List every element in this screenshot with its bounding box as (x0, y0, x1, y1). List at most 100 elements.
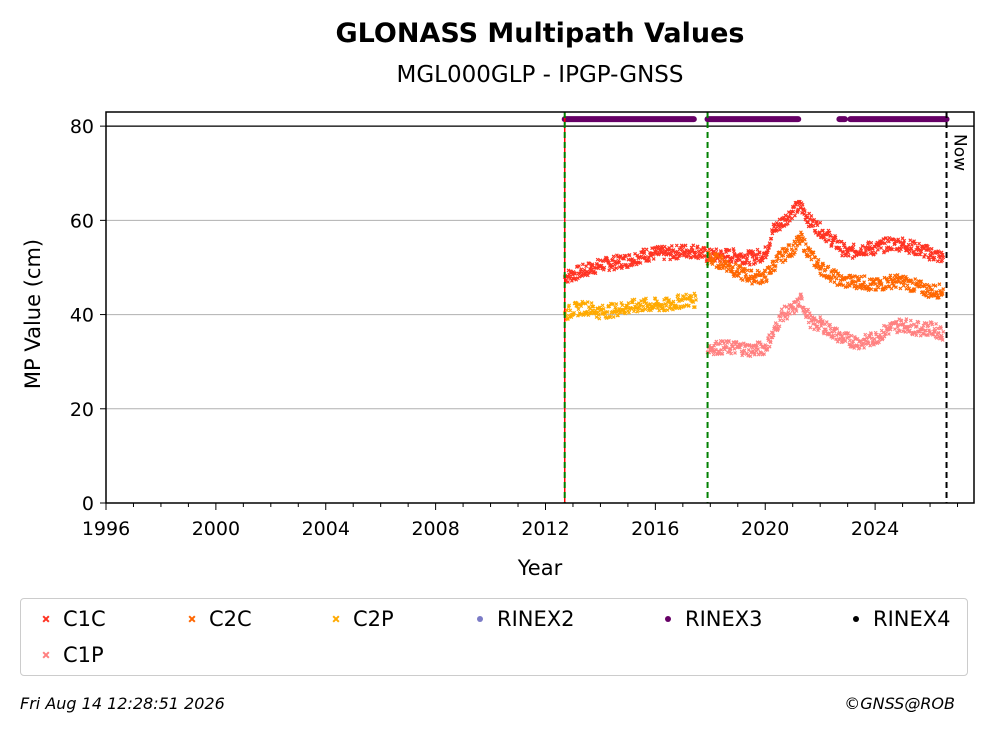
data-point (899, 247, 903, 252)
data-point (727, 248, 732, 253)
data-point (715, 252, 720, 257)
data-point (819, 273, 824, 277)
chart-subtitle: MGL000GLP - IPGP-GNSS (396, 62, 683, 88)
data-point (811, 223, 816, 228)
data-point (907, 251, 912, 256)
data-point (797, 296, 802, 301)
data-point (814, 265, 819, 270)
data-point (936, 331, 941, 336)
data-point (857, 345, 862, 350)
data-point (934, 321, 939, 326)
data-point (809, 257, 814, 262)
data-point (739, 252, 743, 256)
data-point (638, 261, 643, 265)
data-point (632, 309, 636, 314)
data-point (902, 238, 907, 243)
data-point (926, 295, 931, 300)
data-point (598, 258, 603, 263)
y-tick-label: 80 (70, 116, 94, 138)
data-point (803, 242, 808, 246)
data-point (760, 278, 764, 283)
data-point (941, 255, 946, 260)
data-point (693, 294, 698, 298)
legend-item-rinex2: RINEX2 (473, 607, 575, 631)
data-point (671, 299, 676, 304)
data-point (771, 333, 776, 338)
data-point (695, 244, 700, 249)
x-axis-label: Year (517, 556, 563, 580)
data-point (829, 276, 834, 281)
data-point (807, 311, 812, 316)
data-point (710, 262, 715, 267)
legend-label: C2C (209, 607, 252, 631)
data-point (620, 264, 625, 269)
data-point (869, 332, 874, 337)
data-point (831, 333, 836, 338)
data-point (935, 259, 940, 264)
data-point (820, 228, 825, 233)
data-point (593, 271, 598, 276)
data-point (839, 282, 843, 287)
data-point (689, 294, 694, 299)
data-point (588, 270, 593, 275)
legend-label: RINEX3 (685, 607, 763, 631)
data-point (785, 218, 790, 223)
series-c1p (705, 292, 946, 359)
data-point (606, 260, 611, 265)
data-point (590, 304, 595, 309)
data-point (567, 303, 572, 308)
data-point (765, 347, 770, 352)
data-point (800, 238, 805, 243)
data-point (763, 255, 768, 260)
data-point (605, 315, 609, 320)
data-point (597, 316, 602, 321)
data-point (818, 220, 823, 225)
data-point (587, 261, 592, 266)
data-point (735, 267, 740, 271)
data-point (622, 256, 626, 261)
data-point (589, 301, 594, 305)
data-point (682, 303, 687, 308)
data-point (847, 283, 852, 288)
data-point (687, 248, 692, 253)
data-point (836, 239, 841, 244)
data-point (808, 247, 813, 252)
data-point (589, 311, 594, 316)
data-point (662, 257, 667, 262)
data-point (800, 232, 804, 237)
data-point (580, 262, 585, 267)
data-point (794, 309, 799, 313)
data-point (799, 230, 803, 235)
data-point (778, 318, 782, 323)
data-point (810, 315, 815, 320)
series-c2p (562, 291, 698, 322)
data-point (816, 262, 820, 266)
data-point (790, 216, 795, 221)
data-point (847, 338, 852, 343)
data-point (897, 329, 902, 334)
legend-item-c2c: C2C (185, 607, 252, 631)
data-point (600, 303, 605, 308)
data-point (850, 248, 854, 253)
data-point (807, 217, 812, 222)
data-point (636, 308, 641, 313)
data-point (614, 266, 619, 271)
data-point (912, 287, 917, 291)
data-point (742, 266, 747, 271)
data-point (792, 213, 797, 218)
data-point (718, 341, 723, 346)
data-point (841, 336, 846, 341)
data-point (779, 307, 784, 312)
data-point (797, 304, 802, 309)
data-point (660, 249, 665, 254)
data-point (855, 284, 859, 289)
data-point (867, 335, 872, 340)
legend-item-c1p: C1P (39, 643, 104, 667)
data-point (820, 319, 825, 323)
data-point (718, 260, 723, 265)
data-point (875, 240, 880, 245)
now-label: Now (950, 134, 970, 171)
data-point (785, 221, 790, 226)
data-point (805, 253, 810, 258)
legend-marker-rinex3 (661, 612, 675, 626)
